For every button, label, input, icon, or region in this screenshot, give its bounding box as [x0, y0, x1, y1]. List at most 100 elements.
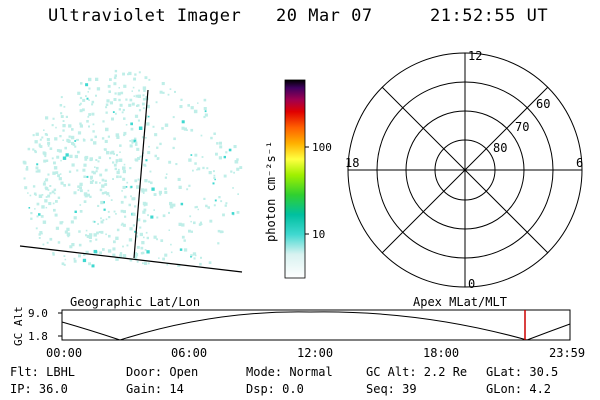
aurora-pixel: [95, 77, 99, 81]
date-label: 20 Mar 07: [276, 6, 373, 26]
aurora-pixel: [59, 221, 63, 225]
aurora-pixel: [38, 143, 41, 146]
aurora-pixel: [164, 176, 167, 179]
xtick-2359: 23:59: [549, 346, 586, 360]
aurora-pixel: [64, 258, 67, 261]
aurora-pixel: [183, 248, 188, 252]
aurora-pixel: [113, 153, 115, 155]
aurora-pixel: [214, 178, 216, 181]
aurora-pixel: [138, 109, 142, 112]
aurora-pixel: [122, 170, 126, 174]
aurora-pixel: [44, 186, 48, 189]
aurora-pixel: [129, 140, 132, 142]
aurora-pixel: [162, 257, 165, 261]
aurora-pixel: [108, 195, 111, 197]
aurora-pixel: [190, 154, 193, 156]
aurora-pixel: [169, 88, 172, 90]
aurora-pixel: [113, 240, 116, 244]
aurora-pixel: [137, 104, 140, 107]
aurora-pixel: [199, 221, 202, 224]
aurora-pixel: [119, 175, 122, 178]
aurora-pixel: [239, 166, 243, 169]
aurora-pixel: [134, 255, 138, 259]
aurora-pixel: [37, 169, 41, 173]
aurora-pixel: [52, 171, 56, 175]
aurora-pixel: [160, 239, 164, 242]
aurora-pixel: [35, 170, 38, 173]
aurora-pixel: [78, 254, 81, 258]
aurora-pixel: [97, 160, 100, 163]
aurora-pixel: [137, 94, 141, 98]
aurora-pixel: [156, 238, 158, 241]
aurora-pixel: [59, 104, 63, 107]
aurora-pixel: [71, 128, 74, 131]
aurora-pixel: [145, 115, 148, 118]
aurora-pixel: [223, 174, 227, 178]
info-seq: Seq: 39: [366, 382, 417, 396]
aurora-pixel: [102, 191, 105, 195]
aurora-pixel: [86, 175, 89, 178]
aurora-pixel: [225, 202, 228, 205]
aurora-pixel: [162, 91, 165, 94]
aurora-pixel: [82, 139, 86, 142]
aurora-pixel: [121, 222, 124, 225]
aurora-pixel: [156, 216, 159, 219]
aurora-pixel: [136, 235, 139, 238]
aurora-pixel: [144, 179, 148, 183]
aurora-pixel: [82, 98, 86, 102]
aurora-pixel: [166, 263, 169, 266]
aurora-pixel: [145, 96, 148, 99]
aurora-pixel: [142, 94, 145, 97]
aurora-pixel: [124, 215, 127, 218]
aurora-pixel: [101, 178, 105, 182]
aurora-pixel: [130, 185, 133, 188]
aurora-pixel: [103, 148, 106, 151]
aurora-pixel: [41, 136, 44, 139]
aurora-pixel: [137, 119, 140, 122]
aurora-pixel: [121, 190, 123, 192]
aurora-pixel: [142, 192, 145, 194]
aurora-pixel: [147, 115, 150, 118]
aurora-pixel: [67, 235, 70, 238]
aurora-pixel: [116, 175, 119, 179]
aurora-pixel: [41, 205, 45, 209]
aurora-pixel: [173, 137, 176, 141]
aurora-pixel: [34, 208, 36, 210]
aurora-pixel: [230, 170, 233, 173]
aurora-pixel: [172, 116, 175, 119]
aurora-pixel: [132, 86, 135, 89]
aurora-pixel: [108, 234, 111, 238]
aurora-pixel: [206, 167, 209, 170]
aurora-pixel: [85, 229, 88, 232]
aurora-pixel: [140, 246, 144, 250]
aurora-pixel: [129, 227, 133, 231]
aurora-pixel: [91, 113, 93, 115]
aurora-pixel: [116, 154, 118, 157]
aurora-pixel: [130, 122, 133, 126]
aurora-pixel: [197, 102, 199, 104]
aurora-pixel: [99, 182, 101, 184]
aurora-pixel: [68, 135, 71, 138]
aurora-pixel: [74, 140, 77, 142]
aurora-pixel: [161, 82, 165, 86]
aurora-pixel: [52, 253, 55, 256]
ytick-top: 9.0: [28, 307, 48, 320]
aurora-pixel: [103, 208, 106, 211]
aurora-pixel: [86, 97, 89, 100]
aurora-pixel: [101, 184, 105, 188]
aurora-pixel: [113, 76, 117, 80]
aurora-pixel: [119, 144, 122, 147]
aurora-pixel: [203, 197, 206, 200]
aurora-pixel: [35, 166, 39, 170]
aurora-pixel: [105, 103, 109, 106]
aurora-pixel: [142, 201, 147, 206]
aurora-pixel: [105, 218, 108, 221]
aurora-pixel: [88, 87, 91, 90]
aurora-pixel: [180, 202, 184, 206]
aurora-pixel: [119, 252, 123, 255]
aurora-pixel: [89, 158, 92, 162]
aurora-pixel: [45, 206, 48, 209]
aurora-pixel: [223, 155, 226, 159]
aurora-pixel: [83, 175, 86, 178]
aurora-pixel: [93, 249, 97, 254]
